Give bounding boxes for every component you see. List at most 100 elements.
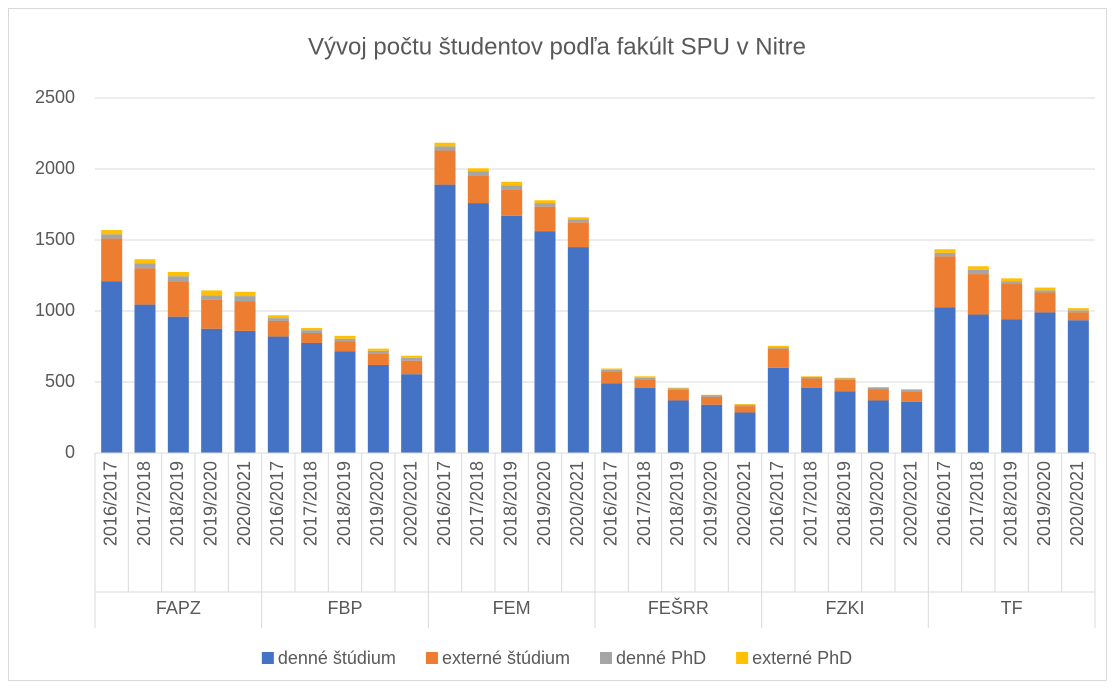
bar-segment bbox=[267, 336, 289, 453]
legend-label: externé PhD bbox=[752, 648, 852, 668]
bar-segment bbox=[1067, 320, 1089, 453]
bar-segment bbox=[734, 404, 756, 407]
bar-segment bbox=[701, 396, 723, 405]
legend-label: denné štúdium bbox=[278, 648, 396, 668]
y-tick-label: 0 bbox=[65, 442, 75, 462]
bar-segment bbox=[667, 389, 689, 401]
bar-segment bbox=[901, 391, 923, 402]
y-tick-label: 2500 bbox=[35, 87, 75, 107]
bar-segment bbox=[201, 299, 223, 329]
bar-segment bbox=[334, 341, 356, 352]
bar-segment bbox=[834, 379, 856, 392]
bar-segment bbox=[734, 404, 756, 405]
x-tick-label: 2019/2020 bbox=[200, 461, 220, 546]
bar-segment bbox=[434, 146, 456, 151]
bar-segment bbox=[601, 368, 623, 370]
bar-segment bbox=[634, 379, 656, 388]
bar-segment bbox=[834, 391, 856, 453]
bar-segment bbox=[1067, 310, 1089, 313]
bar-segment bbox=[1034, 312, 1056, 453]
x-tick-label: 2019/2020 bbox=[1034, 461, 1054, 546]
bar-segment bbox=[367, 364, 389, 453]
bar-segment bbox=[901, 389, 923, 392]
bar-segment bbox=[767, 347, 789, 349]
bar-segment bbox=[401, 355, 423, 358]
x-tick-label: 2019/2020 bbox=[534, 461, 554, 546]
bar-segment bbox=[867, 386, 889, 388]
x-tick-label: 2016/2017 bbox=[267, 461, 287, 546]
bar-segment bbox=[367, 348, 389, 351]
bar-segment bbox=[634, 377, 656, 380]
x-tick-label: 2020/2021 bbox=[900, 461, 920, 546]
bar-segment bbox=[434, 142, 456, 147]
bar-segment bbox=[1067, 312, 1089, 321]
bar-segment bbox=[901, 389, 923, 390]
x-tick-label: 2018/2019 bbox=[667, 461, 687, 546]
bar-segment bbox=[234, 330, 256, 453]
bar-segment bbox=[967, 266, 989, 270]
bar-segment bbox=[767, 367, 789, 453]
bar-segment bbox=[101, 230, 123, 235]
bar-segment bbox=[1001, 319, 1023, 453]
bar-segment bbox=[134, 259, 156, 264]
x-tick-label: 2020/2021 bbox=[1067, 461, 1087, 546]
bar-segment bbox=[167, 281, 189, 317]
x-tick-label: 2016/2017 bbox=[434, 461, 454, 546]
bar-segment bbox=[534, 206, 556, 232]
legend-swatch bbox=[736, 652, 749, 664]
bar-segment bbox=[534, 231, 556, 453]
bar-segment bbox=[134, 263, 156, 269]
bar-segment bbox=[467, 168, 489, 172]
bar-segment bbox=[401, 357, 423, 361]
bar-segment bbox=[334, 351, 356, 453]
bar-segment bbox=[801, 376, 823, 378]
bar-segment bbox=[501, 185, 523, 190]
bar-segment bbox=[301, 328, 323, 331]
legend-label: denné PhD bbox=[616, 648, 706, 668]
bar-segment bbox=[201, 328, 223, 453]
y-tick-label: 1500 bbox=[35, 229, 75, 249]
bar-segment bbox=[201, 295, 223, 300]
bar-segment bbox=[501, 215, 523, 453]
x-tick-label: 2019/2020 bbox=[700, 461, 720, 546]
chart-title: Vývoj počtu študentov podľa fakúlt SPU v… bbox=[308, 33, 806, 60]
chart-border bbox=[8, 8, 1107, 681]
legend-swatch bbox=[600, 652, 613, 664]
bar-segment bbox=[101, 281, 123, 453]
x-tick-label: 2017/2018 bbox=[800, 461, 820, 546]
bar-segment bbox=[167, 271, 189, 277]
bar-segment bbox=[334, 335, 356, 339]
y-tick-label: 2000 bbox=[35, 158, 75, 178]
x-tick-label: 2016/2017 bbox=[767, 461, 787, 546]
bar-segment bbox=[267, 318, 289, 321]
bar-segment bbox=[867, 387, 889, 390]
bar-segment bbox=[601, 369, 623, 372]
bar-segment bbox=[367, 353, 389, 365]
bar-segment bbox=[667, 388, 689, 390]
bar-segment bbox=[134, 304, 156, 453]
bar-segment bbox=[801, 378, 823, 388]
bar-segment bbox=[567, 219, 589, 223]
bar-segment bbox=[267, 320, 289, 337]
bar-segment bbox=[934, 307, 956, 453]
y-tick-label: 500 bbox=[45, 371, 75, 391]
bar-segment bbox=[234, 301, 256, 331]
bar-segment bbox=[234, 291, 256, 297]
bar-segment bbox=[201, 290, 223, 296]
bar-segment bbox=[701, 395, 723, 397]
x-tick-label: 2020/2021 bbox=[400, 461, 420, 546]
bar-segment bbox=[1001, 278, 1023, 282]
bar-segment bbox=[434, 150, 456, 185]
bar-segment bbox=[567, 217, 589, 220]
bar-segment bbox=[101, 238, 123, 282]
bar-segment bbox=[301, 342, 323, 453]
bar-segment bbox=[1034, 287, 1056, 291]
bar-segment bbox=[667, 400, 689, 453]
bar-segment bbox=[1001, 284, 1023, 320]
legend-label: externé štúdium bbox=[442, 648, 570, 668]
bar-segment bbox=[501, 181, 523, 186]
bar-segment bbox=[501, 189, 523, 216]
bar-segment bbox=[367, 350, 389, 354]
group-label: FAPZ bbox=[156, 598, 201, 618]
